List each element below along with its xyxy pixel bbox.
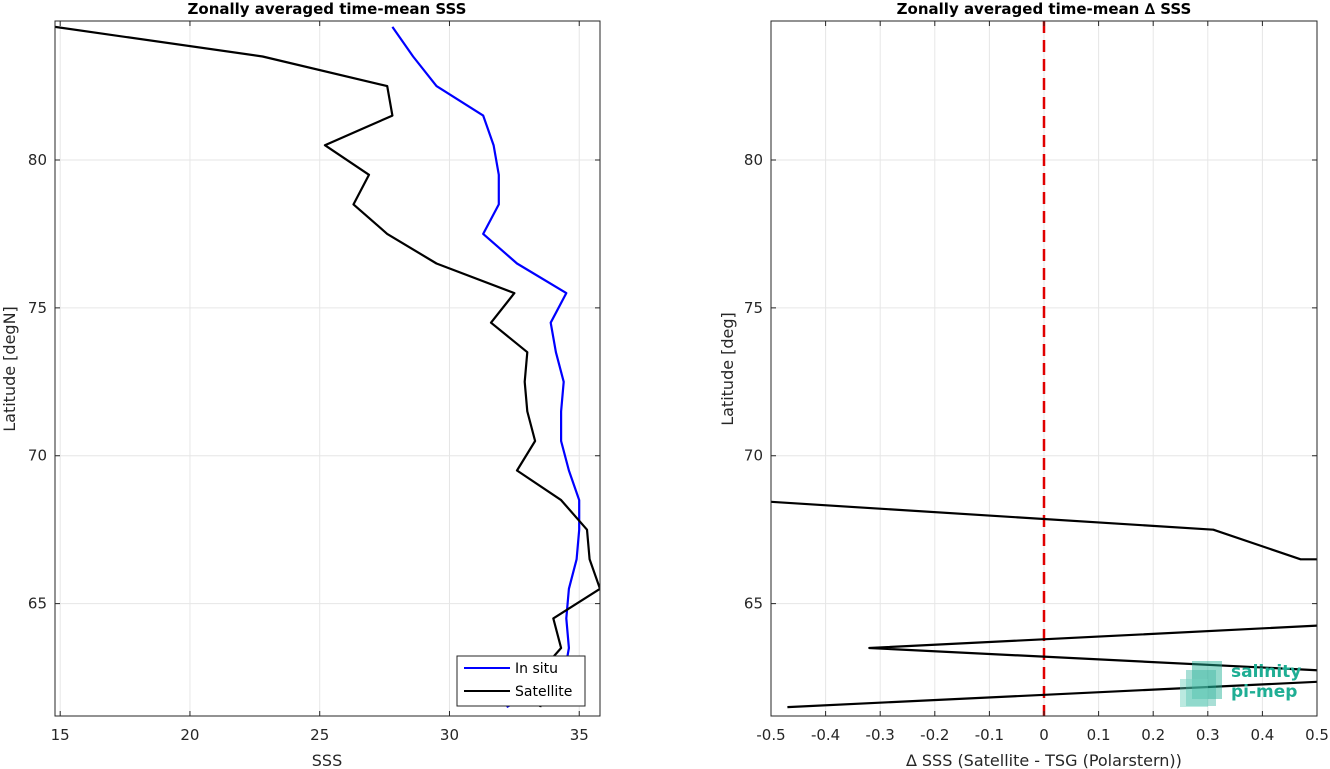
logo-line-2: pi-mep — [1231, 682, 1297, 702]
right-series-segment-2 — [868, 624, 1317, 672]
left-axes-box — [54, 20, 601, 717]
right-xtick-label: -0.5 — [756, 726, 785, 744]
left-series-in-situ — [391, 26, 581, 709]
left-title: Zonally averaged time-mean SSS — [188, 0, 467, 18]
left-xtick-label: 20 — [180, 726, 199, 744]
right-xtick-label: 0.2 — [1141, 726, 1165, 744]
right-ytick-label: 75 — [744, 299, 763, 317]
logo-line-1: salinity — [1231, 662, 1301, 682]
left-panel: 15 20 25 30 35 65 70 75 80 Zonally averaged time… — [0, 0, 601, 769]
right-series-group — [771, 500, 1317, 709]
left-xtick-label: 35 — [570, 726, 589, 744]
right-xtick-label: 0.1 — [1087, 726, 1111, 744]
logo-mark-icon — [1180, 661, 1222, 707]
right-ticks: -0.5 -0.4 -0.3 -0.2 -0.1 0 0.1 0.2 0.3 0.4 0.5 65 70… — [744, 21, 1329, 744]
right-ytick-label: 70 — [744, 447, 763, 465]
right-xtick-label: 0.5 — [1305, 726, 1329, 744]
left-ticks: 15 20 25 30 35 65 70 75 80 — [28, 21, 600, 744]
legend-box — [456, 655, 586, 707]
left-ytick-label: 80 — [28, 151, 47, 169]
left-series-satellite — [55, 25, 600, 708]
left-grid — [55, 21, 600, 716]
right-xtick-label: 0.3 — [1196, 726, 1220, 744]
left-xlabel: SSS — [312, 751, 342, 769]
right-series-segment-3 — [787, 680, 1317, 709]
right-panel: -0.5 -0.4 -0.3 -0.2 -0.1 0 0.1 0.2 0.3 0.4 0.5 65 70… — [718, 0, 1329, 769]
right-xtick-label: 0 — [1039, 726, 1049, 744]
salinity-pi-mep-logo: salinity pi-mep — [1180, 661, 1301, 707]
right-xtick-label: -0.3 — [866, 726, 895, 744]
right-xlabel: ∆ SSS (Satellite - TSG (Polarstern)) — [905, 751, 1182, 769]
right-xtick-label: -0.4 — [811, 726, 840, 744]
left-series-group — [55, 25, 600, 709]
right-xtick-label: -0.1 — [975, 726, 1004, 744]
left-xtick-label: 15 — [51, 726, 70, 744]
left-ylabel: Latitude [degN] — [0, 306, 19, 432]
legend-label-in-situ: In situ — [515, 661, 558, 677]
legend-label-satellite: Satellite — [515, 684, 572, 700]
left-ytick-label: 65 — [28, 595, 47, 613]
left-xtick-label: 30 — [440, 726, 459, 744]
legend: In situ Satellite — [456, 655, 586, 707]
right-ylabel: Latitude [deg] — [718, 312, 737, 426]
left-plot-area — [55, 21, 600, 716]
right-xtick-label: 0.4 — [1250, 726, 1274, 744]
left-ytick-label: 70 — [28, 447, 47, 465]
right-ytick-label: 80 — [744, 151, 763, 169]
left-xtick-label: 25 — [310, 726, 329, 744]
right-ytick-label: 65 — [744, 595, 763, 613]
right-title: Zonally averaged time-mean ∆ SSS — [897, 0, 1192, 18]
left-ytick-label: 75 — [28, 299, 47, 317]
right-series-segment-1 — [771, 500, 1317, 561]
right-xtick-label: -0.2 — [920, 726, 949, 744]
